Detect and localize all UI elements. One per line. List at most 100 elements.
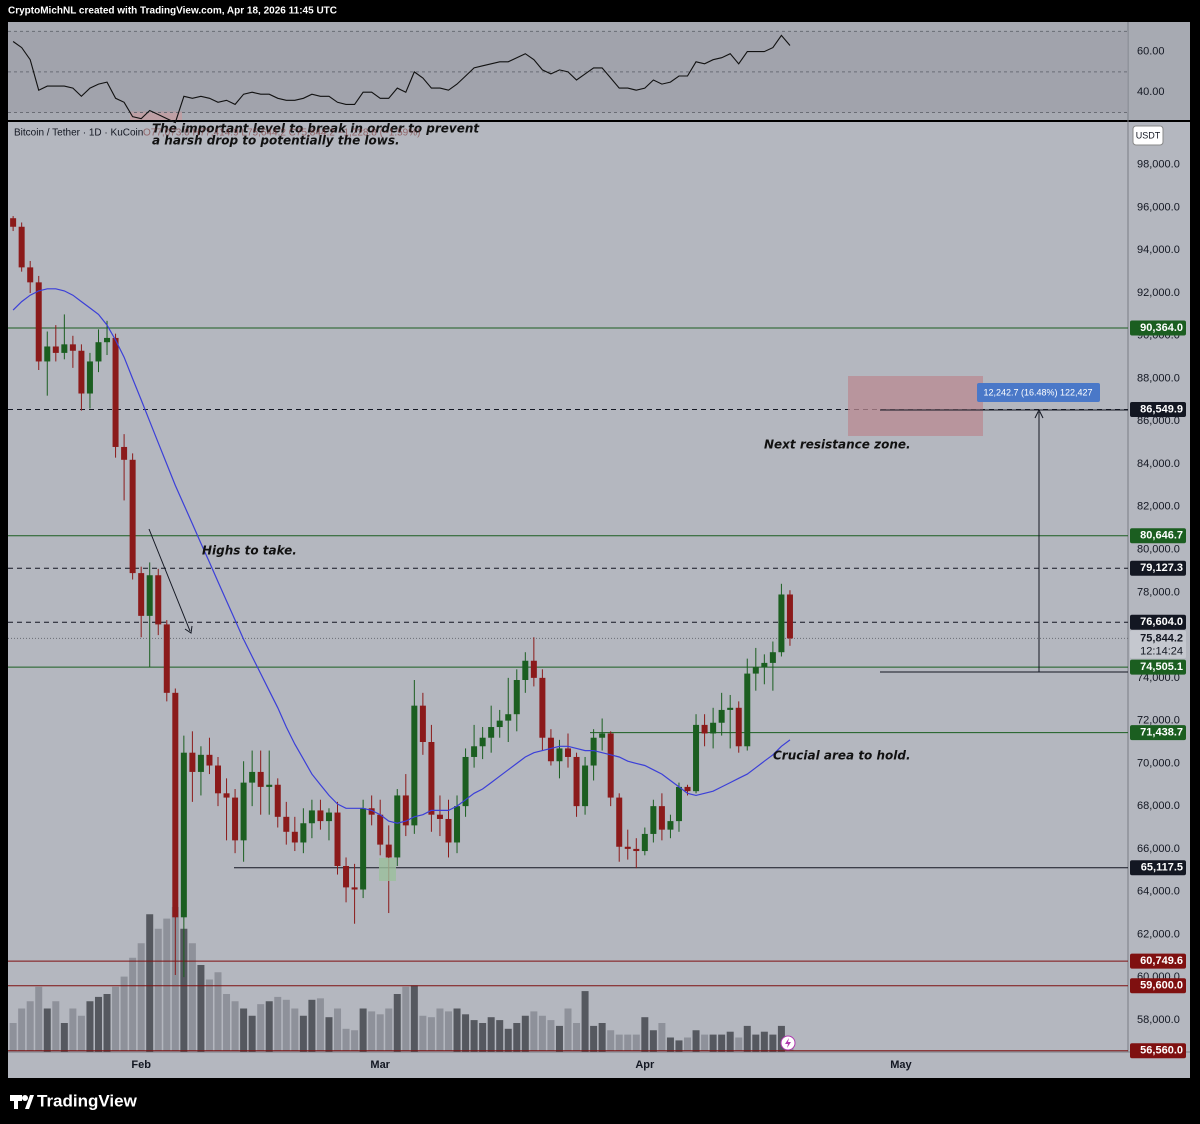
candle-body: [86, 361, 93, 394]
candle-body: [368, 808, 375, 815]
volume-bar: [752, 1034, 760, 1052]
candle-body: [488, 727, 495, 738]
candle-body: [61, 344, 68, 353]
level-label-box: [1130, 320, 1186, 336]
volume-bar: [743, 1025, 751, 1052]
y-tick-label: 80,000.0: [1137, 543, 1180, 555]
volume-bar: [60, 1023, 68, 1052]
volume-bar: [521, 1015, 529, 1052]
candle-body: [240, 782, 247, 841]
candle-body: [607, 733, 614, 798]
candle-body: [129, 459, 136, 574]
candle-body: [445, 818, 452, 843]
candle-body: [684, 786, 691, 792]
volume-bar: [86, 1001, 94, 1052]
volume-bar: [641, 1017, 649, 1052]
candle-body: [163, 624, 170, 693]
volume-bar: [308, 999, 316, 1052]
candle-body: [402, 795, 409, 826]
candle-body: [419, 705, 426, 742]
volume-bar: [240, 1008, 248, 1052]
candle-body: [658, 806, 665, 830]
volume-bar: [658, 1023, 666, 1052]
candle-body: [675, 786, 682, 822]
y-tick-label: 82,000.0: [1137, 501, 1180, 513]
volume-bar: [359, 1008, 367, 1052]
volume-bar: [675, 1040, 683, 1052]
candle-body: [462, 756, 469, 807]
level-label-box: [1130, 560, 1186, 576]
x-tick-label: Apr: [635, 1059, 655, 1071]
price-axis: [1128, 122, 1190, 1052]
level-label: 80,646.7: [1140, 530, 1183, 542]
volume-bar: [538, 1015, 546, 1052]
volume-bar: [325, 1017, 333, 1052]
candle-body: [573, 756, 580, 807]
y-tick-label: 98,000.0: [1137, 159, 1180, 171]
event-icon-bolt: [785, 1038, 791, 1048]
y-tick-label: 94,000.0: [1137, 244, 1180, 256]
level-label: 74,505.1: [1140, 661, 1183, 673]
level-label: 76,604.0: [1140, 616, 1183, 628]
candle-body: [693, 724, 700, 792]
currency[interactable]: USDT: [1136, 130, 1161, 140]
level-label-box: [1130, 659, 1186, 675]
measure-label-box: [977, 383, 1100, 402]
volume-bar: [146, 914, 154, 1052]
candle-body: [146, 575, 153, 616]
candle-body: [769, 652, 776, 663]
volume-bar: [513, 1023, 521, 1052]
candle-body: [727, 707, 734, 710]
candle-body: [334, 812, 341, 866]
candle-body: [223, 793, 230, 798]
candle-body: [556, 748, 563, 762]
volume-bar: [419, 1015, 427, 1052]
candle-body: [52, 346, 59, 353]
volume-bar: [735, 1037, 743, 1052]
candle-body: [667, 821, 674, 830]
volume-bar: [444, 1011, 452, 1052]
level-label: 90,364.0: [1140, 322, 1183, 334]
y-tick-label: 70,000.0: [1137, 757, 1180, 769]
level-label: 56,560.0: [1140, 1045, 1183, 1057]
candle-body: [325, 812, 332, 822]
level-label: 86,549.9: [1140, 403, 1183, 415]
volume-bar: [342, 1028, 350, 1052]
level-label: 65,117.5: [1141, 862, 1183, 874]
candle-body: [471, 746, 478, 757]
candle-body: [35, 282, 42, 362]
volume-bar: [453, 1008, 461, 1052]
x-tick-label: Mar: [370, 1059, 390, 1071]
candle-body: [479, 737, 486, 747]
volume-bar: [129, 957, 137, 1052]
volume-bar: [137, 943, 145, 1052]
candle-body: [616, 797, 623, 847]
candle-body: [27, 267, 34, 283]
candle-body: [650, 806, 657, 834]
volume-bar: [77, 1015, 85, 1052]
candle-body: [78, 350, 85, 394]
currency-button[interactable]: [1132, 125, 1164, 146]
volume-bar: [188, 943, 196, 1052]
candle-body: [215, 765, 221, 794]
x-tick-label: Feb: [131, 1059, 151, 1071]
volume-bar: [590, 1025, 598, 1052]
candle-body: [283, 816, 290, 832]
candle-body: [513, 680, 520, 715]
volume-bar: [598, 1023, 606, 1052]
candle-body: [411, 705, 418, 826]
candle-body: [206, 754, 213, 766]
y-tick-label: 72,000.0: [1137, 715, 1180, 727]
volume-bar: [351, 1030, 359, 1052]
volume-bar: [709, 1034, 717, 1052]
candle-body: [360, 808, 367, 890]
volume-bar: [760, 1031, 768, 1052]
candle-body: [189, 752, 196, 772]
volume-bar: [274, 996, 282, 1052]
volume-bar: [214, 972, 222, 1052]
volume-bar: [666, 1037, 674, 1052]
candle-body: [778, 594, 785, 653]
volume-bar: [112, 986, 120, 1052]
candle-body: [624, 846, 631, 849]
level-label-box: [1130, 528, 1186, 544]
